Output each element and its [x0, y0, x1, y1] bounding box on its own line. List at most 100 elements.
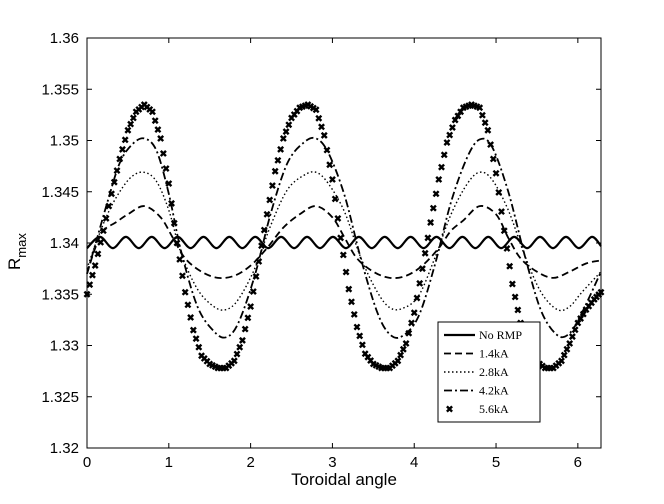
series-marker — [97, 238, 105, 246]
series-marker — [192, 335, 200, 343]
series-marker — [181, 288, 189, 296]
series-marker — [408, 319, 415, 327]
series-marker — [178, 272, 186, 280]
series-marker — [268, 182, 276, 190]
series-marker — [427, 219, 435, 226]
series-marker — [127, 120, 135, 128]
series-marker — [244, 314, 252, 322]
series-marker — [187, 314, 195, 321]
x-tick-label: 1 — [165, 454, 173, 471]
series-marker — [252, 273, 260, 280]
series-marker — [489, 155, 497, 163]
series-line — [86, 235, 602, 250]
series-marker — [348, 298, 355, 306]
x-tick-label: 0 — [83, 454, 91, 471]
series-marker — [514, 306, 522, 314]
legend-item-2-8ka: 2.8kA — [444, 365, 509, 379]
series-marker — [568, 333, 576, 341]
series-marker — [577, 315, 585, 322]
series-marker — [277, 145, 285, 153]
series-marker — [94, 250, 102, 258]
series-marker — [249, 288, 257, 295]
y-tick-label: 1.33 — [50, 338, 79, 355]
series-marker — [195, 343, 203, 351]
y-tick-label: 1.355 — [41, 81, 79, 98]
series-marker — [236, 343, 244, 351]
series-line — [86, 205, 602, 280]
series-marker — [121, 136, 129, 144]
y-tick-label: 1.335 — [41, 286, 79, 303]
series-marker — [492, 169, 500, 177]
series-marker — [579, 310, 587, 318]
series-marker — [424, 234, 432, 242]
y-tick-label: 1.345 — [41, 184, 79, 201]
series-marker — [421, 249, 429, 257]
legend: No RMP 1.4kA 2.8kA 4.2kA 5.6kA — [437, 321, 541, 423]
series-marker — [440, 151, 448, 159]
series-marker — [260, 226, 268, 234]
series-marker — [337, 234, 345, 242]
series-marker — [86, 281, 94, 289]
series-marker — [397, 351, 405, 359]
legend-label: 5.6kA — [479, 402, 509, 416]
series-marker — [563, 345, 571, 353]
series-marker — [500, 227, 508, 235]
y-tick-label: 1.35 — [50, 133, 79, 150]
series-marker — [429, 204, 437, 212]
series-marker — [432, 190, 440, 198]
legend-label: 2.8kA — [479, 365, 509, 379]
series-marker — [416, 279, 424, 287]
series-line — [86, 136, 602, 339]
x-tick-label: 5 — [492, 454, 500, 471]
series-marker — [184, 301, 192, 309]
series-marker — [89, 271, 96, 279]
series-marker — [285, 121, 293, 129]
series-marker — [571, 326, 579, 334]
series-marker — [476, 104, 484, 112]
x-tick-label: 6 — [574, 454, 582, 471]
series-marker — [410, 309, 418, 317]
series-marker — [116, 155, 124, 163]
series-marker — [503, 245, 511, 252]
series-marker — [350, 310, 358, 318]
series-marker — [353, 323, 361, 331]
series-marker — [113, 167, 121, 175]
series-marker — [154, 126, 162, 134]
series-marker — [189, 326, 197, 334]
series-marker — [168, 199, 175, 207]
legend-item-1-4ka: 1.4kA — [444, 347, 509, 361]
series-marker — [119, 145, 126, 153]
series-marker — [124, 126, 132, 134]
series-marker — [318, 123, 325, 131]
series-marker — [481, 119, 489, 127]
series-marker — [230, 357, 238, 365]
x-tick-label: 2 — [246, 454, 254, 471]
series-marker — [345, 285, 353, 293]
x-axis-label: Toroidal angle — [291, 470, 397, 489]
series-marker — [560, 351, 568, 359]
series-marker — [148, 108, 156, 116]
x-tick-label: 3 — [328, 454, 336, 471]
series-marker — [263, 210, 271, 218]
y-tick-label: 1.325 — [41, 389, 79, 406]
legend-item-no-rmp: No RMP — [444, 328, 522, 342]
series-marker — [418, 265, 426, 273]
series-marker — [413, 294, 421, 302]
series-marker — [176, 255, 184, 263]
series-marker — [320, 131, 328, 139]
series-marker — [446, 131, 454, 139]
series-marker — [356, 332, 364, 340]
series-marker — [495, 188, 503, 196]
legend-label: 1.4kA — [479, 347, 509, 361]
series-marker — [247, 303, 255, 310]
series-5-6ka — [83, 101, 605, 372]
series-marker — [91, 262, 99, 269]
series-marker — [448, 124, 456, 131]
series-marker — [487, 141, 495, 149]
series-marker — [566, 340, 574, 347]
series-marker — [484, 126, 492, 134]
series-marker — [511, 293, 519, 301]
series-marker — [274, 156, 282, 164]
series-marker — [170, 219, 178, 227]
